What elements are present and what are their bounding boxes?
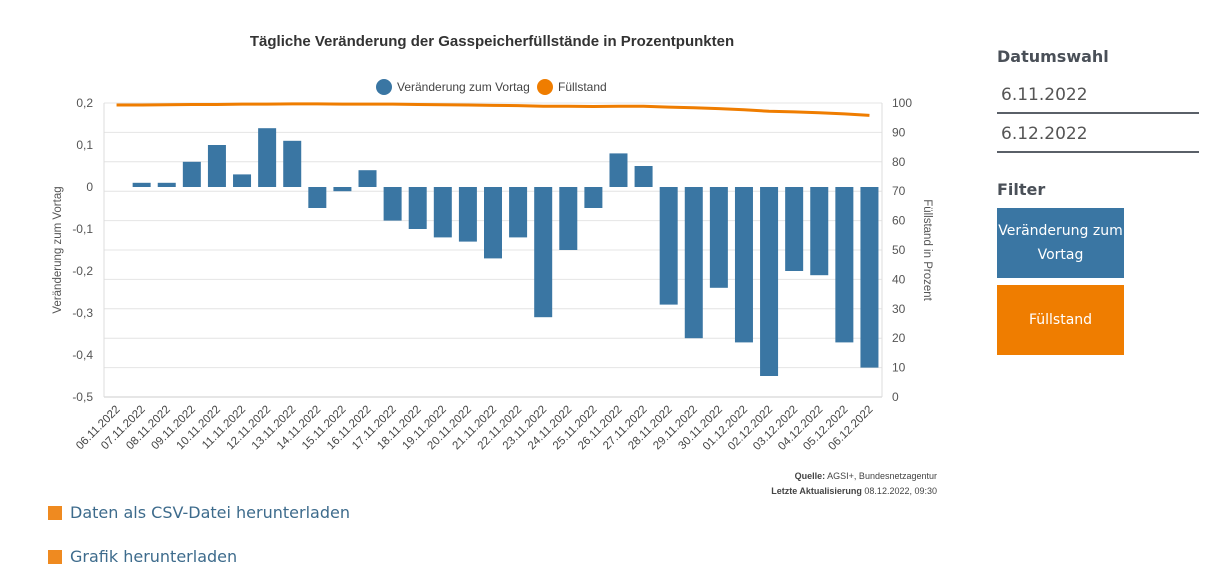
y-right-tick-label: 100 xyxy=(892,96,912,110)
y-tick-label: 0 xyxy=(86,180,93,194)
bar xyxy=(609,153,628,187)
bar xyxy=(308,187,327,208)
bar xyxy=(684,187,703,339)
bar xyxy=(383,187,402,221)
csv-download-link[interactable]: Daten als CSV-Datei herunterladen xyxy=(48,503,350,522)
y-tick-label: 0,1 xyxy=(76,138,93,152)
bar xyxy=(182,161,201,187)
bar xyxy=(258,128,277,187)
filter-level-button[interactable]: Füllstand xyxy=(997,285,1124,355)
legend-level-marker xyxy=(537,79,553,95)
bar xyxy=(534,187,553,318)
bar xyxy=(233,174,252,187)
bar xyxy=(509,187,528,238)
source-note: Quelle: AGSI+, Bundesnetzagentur xyxy=(794,471,937,481)
bar xyxy=(760,187,779,376)
y-axis-title: Veränderung zum Vortag xyxy=(52,186,64,313)
bar xyxy=(860,187,879,368)
y-right-tick-label: 20 xyxy=(892,331,906,345)
y-tick-label: -0,4 xyxy=(72,348,93,362)
bar xyxy=(433,187,452,238)
bar xyxy=(132,182,151,187)
document-icon xyxy=(48,505,62,520)
filter-title: Filter xyxy=(997,180,1046,199)
graphic-download-label: Grafik herunterladen xyxy=(70,547,238,566)
bar xyxy=(207,145,226,187)
bar xyxy=(810,187,829,276)
bar xyxy=(785,187,804,271)
y-right-tick-label: 50 xyxy=(892,243,906,257)
csv-download-label: Daten als CSV-Datei herunterladen xyxy=(70,503,350,522)
bar xyxy=(157,182,176,187)
bar xyxy=(484,187,502,259)
y-tick-label: 0,2 xyxy=(76,96,93,110)
bar xyxy=(358,170,377,187)
date-title: Datumswahl xyxy=(997,47,1109,66)
y-tick-label: -0,5 xyxy=(72,390,93,404)
y-right-tick-label: 40 xyxy=(892,272,906,286)
legend-change-marker xyxy=(376,79,392,95)
bar xyxy=(659,187,678,305)
y-tick-label: -0,3 xyxy=(72,306,93,320)
bar xyxy=(408,187,427,229)
legend-change-label: Veränderung zum Vortag xyxy=(397,80,530,94)
magnifier-icon xyxy=(48,549,62,564)
filter-change-button[interactable]: Veränderung zum Vortag xyxy=(997,208,1124,278)
y-right-tick-label: 60 xyxy=(892,214,906,228)
y-tick-label: -0,1 xyxy=(72,222,93,236)
date-from-input[interactable] xyxy=(997,78,1199,114)
bar xyxy=(559,187,578,250)
bar xyxy=(634,166,653,187)
y-right-tick-label: 90 xyxy=(892,125,906,139)
update-note: Letzte Aktualisierung 08.12.2022, 09:30 xyxy=(771,486,937,496)
bar xyxy=(458,187,477,242)
bar xyxy=(584,187,603,208)
graphic-download-link[interactable]: Grafik herunterladen xyxy=(48,547,237,566)
chart: Tägliche Veränderung der Gasspeicherfüll… xyxy=(52,33,933,453)
y-right-axis-title: Füllstand in Prozent xyxy=(921,199,933,301)
date-to-input[interactable] xyxy=(997,117,1199,153)
y-right-tick-label: 0 xyxy=(892,390,899,404)
bar xyxy=(709,187,728,288)
bar xyxy=(835,187,854,343)
y-right-tick-label: 80 xyxy=(892,155,906,169)
y-tick-label: -0,2 xyxy=(72,264,93,278)
legend-level-label: Füllstand xyxy=(558,80,607,94)
bar xyxy=(283,140,302,187)
y-right-tick-label: 30 xyxy=(892,302,906,316)
fill-level-line xyxy=(116,102,870,117)
bar xyxy=(734,187,753,343)
y-right-tick-label: 10 xyxy=(892,361,906,375)
chart-title: Tägliche Veränderung der Gasspeicherfüll… xyxy=(250,33,734,50)
bar xyxy=(333,187,352,192)
y-right-tick-label: 70 xyxy=(892,184,906,198)
